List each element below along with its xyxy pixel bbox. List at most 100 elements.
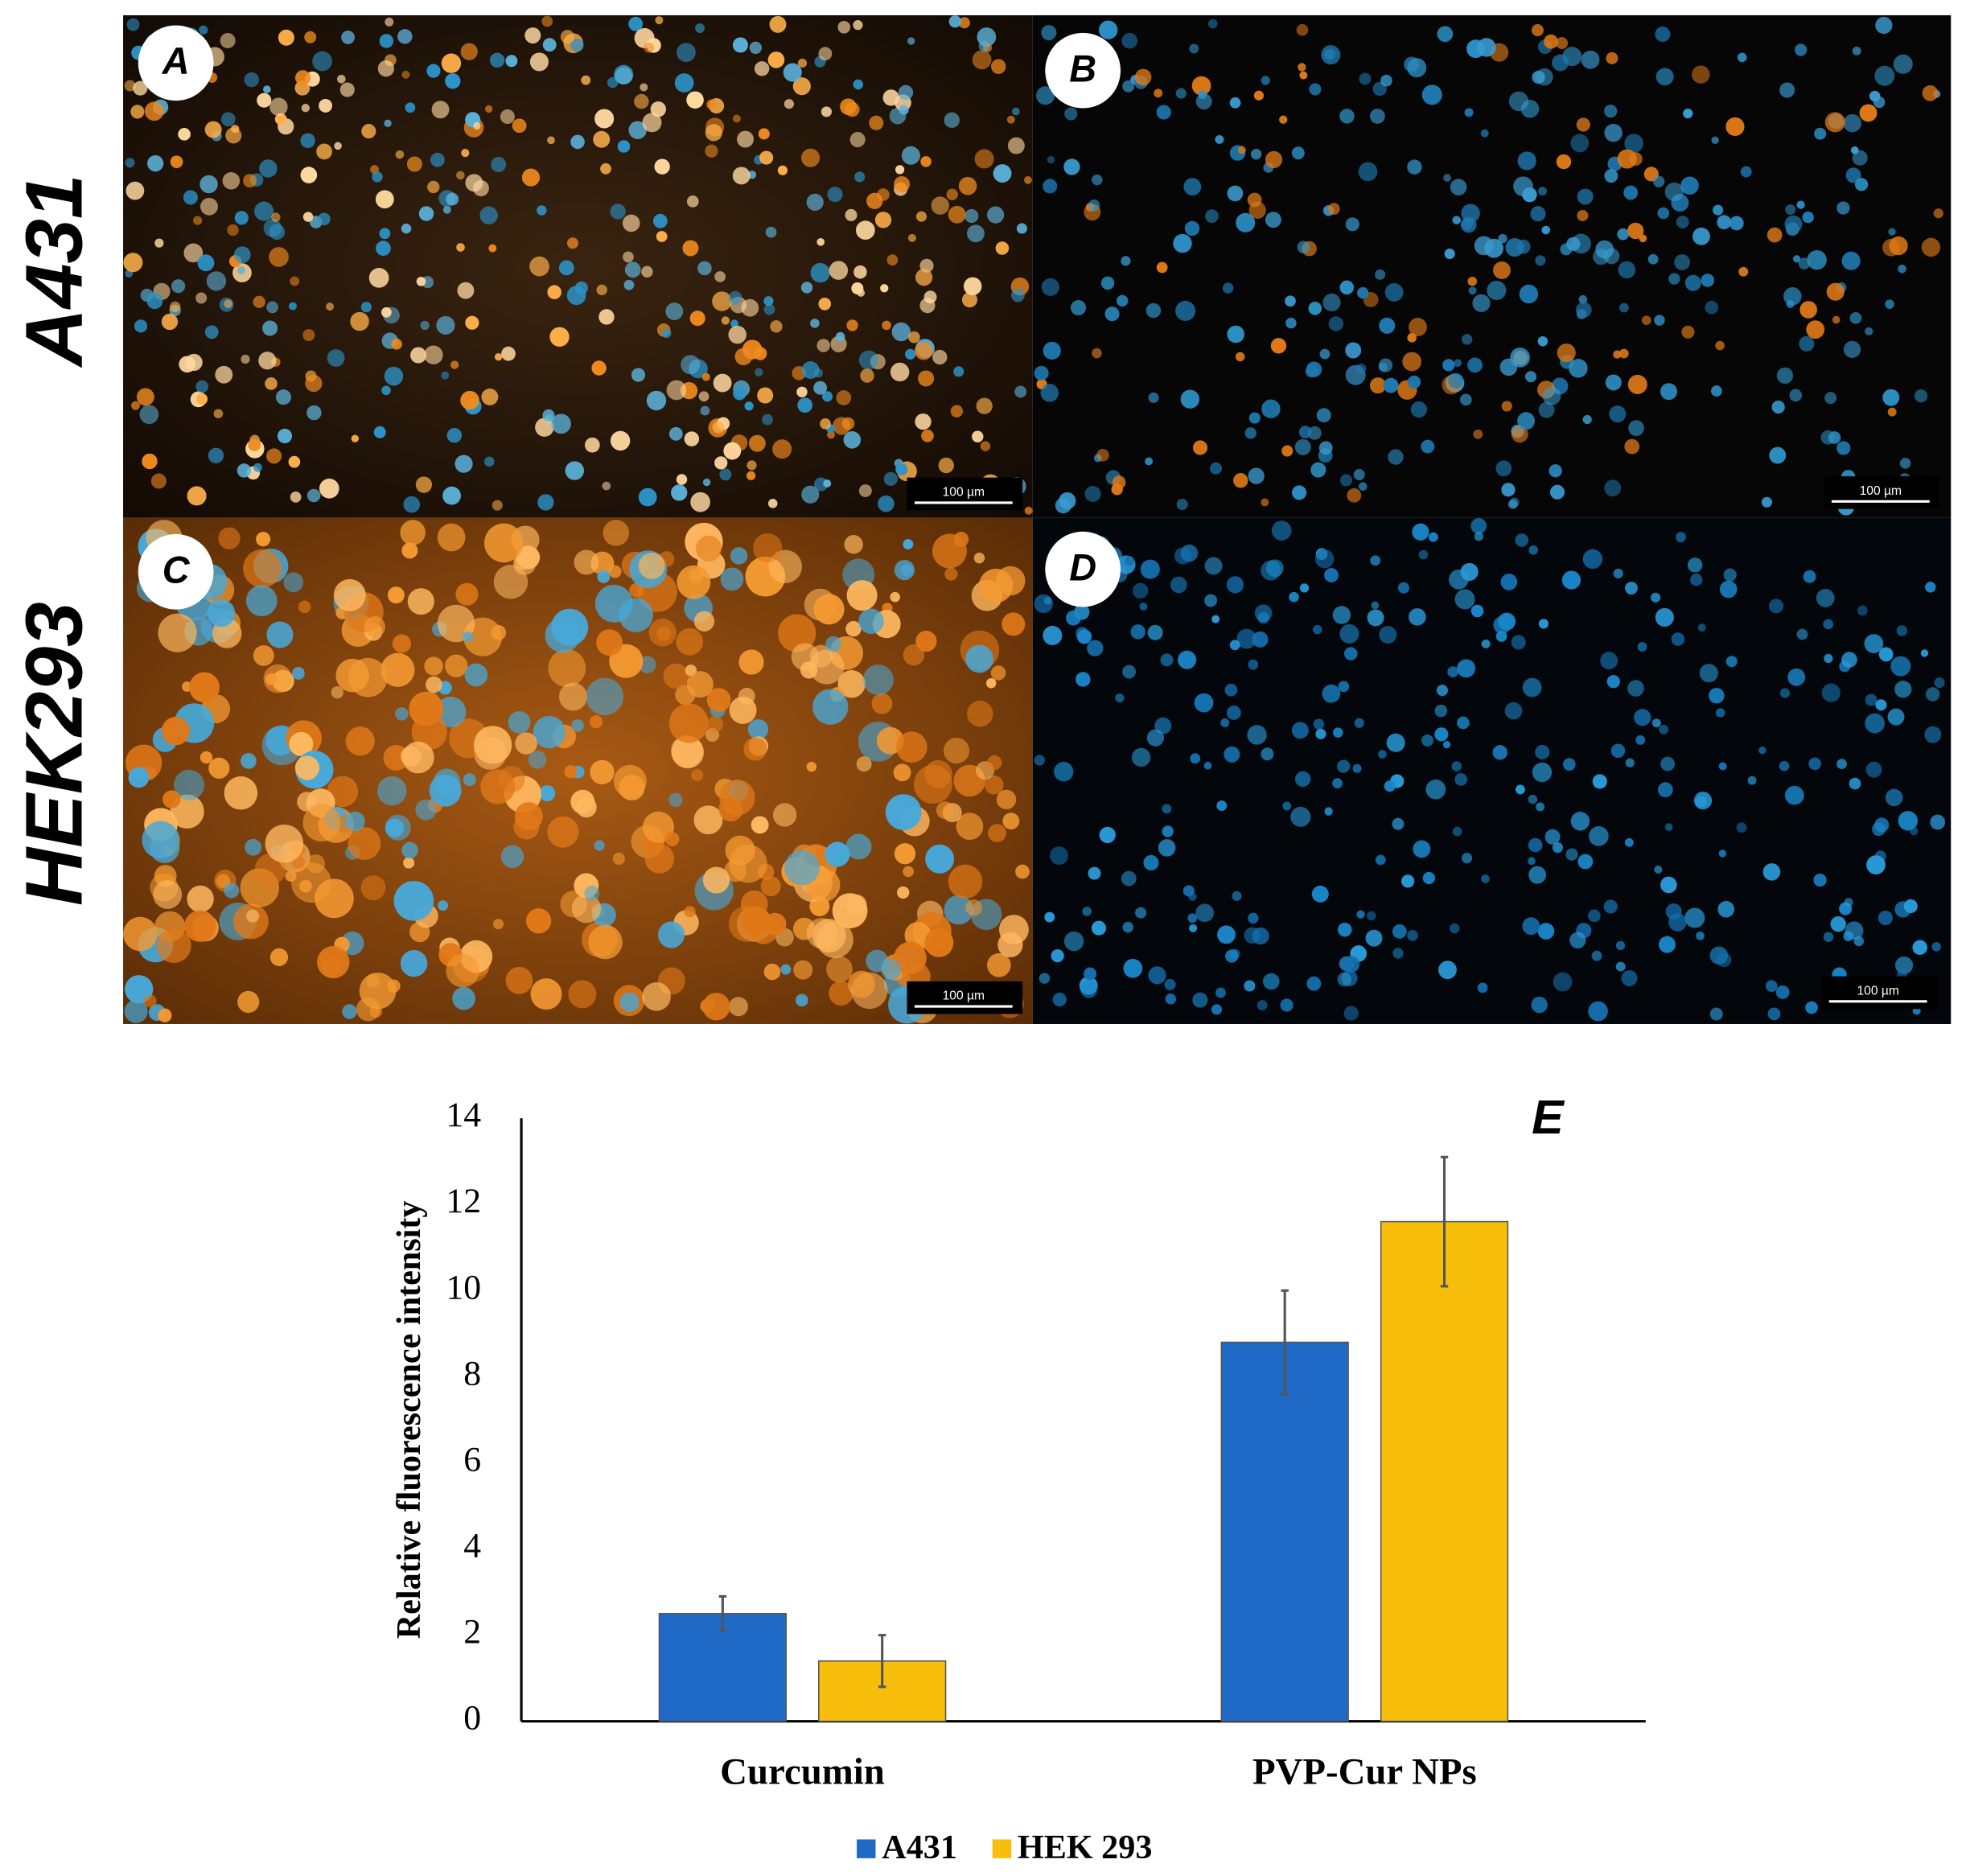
legend-swatch [857, 1839, 876, 1858]
cell [1117, 294, 1129, 307]
cell [608, 565, 622, 578]
cell [571, 719, 584, 732]
cell [1845, 167, 1861, 183]
cell [763, 912, 787, 936]
cell [1339, 623, 1359, 644]
cell [743, 737, 767, 761]
cell [488, 244, 497, 253]
cell [1265, 559, 1284, 578]
cell [986, 206, 1005, 224]
cell [1409, 608, 1426, 626]
cell [1407, 930, 1418, 941]
cell [1122, 921, 1133, 933]
cell [1413, 840, 1431, 858]
cell [1461, 334, 1473, 345]
cell [841, 417, 855, 430]
cell [1792, 255, 1801, 263]
cell [1383, 377, 1399, 393]
cell [410, 347, 427, 364]
cell [208, 447, 224, 464]
cell [640, 83, 648, 92]
cell [1492, 745, 1507, 760]
cell [943, 738, 970, 764]
cell [1854, 178, 1869, 191]
cell [446, 427, 463, 443]
cell [993, 164, 1012, 183]
cell [1392, 924, 1407, 939]
cell [1914, 389, 1928, 403]
cell [173, 769, 205, 800]
cell [693, 805, 723, 835]
cell [1823, 932, 1834, 942]
cell [492, 500, 503, 511]
cell [131, 401, 140, 410]
cell [409, 691, 444, 726]
cell [1709, 1007, 1723, 1021]
cell [161, 716, 191, 746]
cell [259, 159, 278, 178]
cell [1425, 779, 1446, 800]
cell [837, 670, 866, 698]
cell [548, 649, 586, 687]
cell [671, 484, 688, 501]
cell [1808, 757, 1821, 771]
cell [1422, 871, 1436, 885]
cell [588, 924, 623, 960]
cell [1192, 440, 1208, 455]
cell [1313, 718, 1325, 730]
cell [780, 964, 792, 975]
cell [1705, 300, 1719, 315]
cell [275, 389, 291, 405]
cell [594, 109, 615, 129]
cell [1024, 506, 1033, 515]
cell [416, 277, 426, 286]
cell [1740, 166, 1752, 178]
cell [1407, 159, 1422, 175]
cell [1337, 972, 1352, 987]
cell [1252, 927, 1269, 945]
cell [570, 134, 585, 150]
cell [1894, 956, 1914, 975]
cell [124, 999, 148, 1023]
cell [1281, 445, 1294, 457]
cell [894, 843, 916, 865]
cell [631, 368, 646, 382]
cell [800, 282, 813, 294]
cell [220, 32, 236, 49]
cell [1088, 866, 1101, 880]
cell [1379, 317, 1396, 334]
cell [1299, 71, 1308, 80]
cell [1664, 823, 1673, 831]
cell [429, 774, 462, 807]
cell [1224, 746, 1240, 763]
cell [1487, 280, 1507, 300]
cell [777, 165, 788, 175]
cell [403, 496, 421, 513]
cell [1789, 389, 1803, 402]
cell [463, 632, 474, 643]
cell [915, 211, 927, 222]
cell [1613, 568, 1623, 579]
cell [1841, 652, 1857, 668]
cell [1096, 449, 1109, 462]
bar [1380, 1220, 1509, 1722]
cell [882, 320, 891, 331]
cell [813, 594, 845, 625]
cell [1178, 650, 1197, 669]
cell [748, 434, 766, 452]
cell [995, 241, 1010, 255]
cell [890, 591, 900, 603]
cell [1849, 777, 1861, 790]
cell [1925, 582, 1936, 593]
cell [1298, 426, 1312, 438]
cell [1625, 582, 1638, 595]
cell [1671, 632, 1685, 646]
cell [158, 613, 197, 652]
cell [334, 142, 342, 150]
cell [336, 74, 346, 84]
cell [1316, 408, 1331, 423]
cell [1355, 363, 1367, 374]
cell [661, 328, 672, 339]
cell [596, 629, 623, 656]
cell [1589, 826, 1609, 846]
